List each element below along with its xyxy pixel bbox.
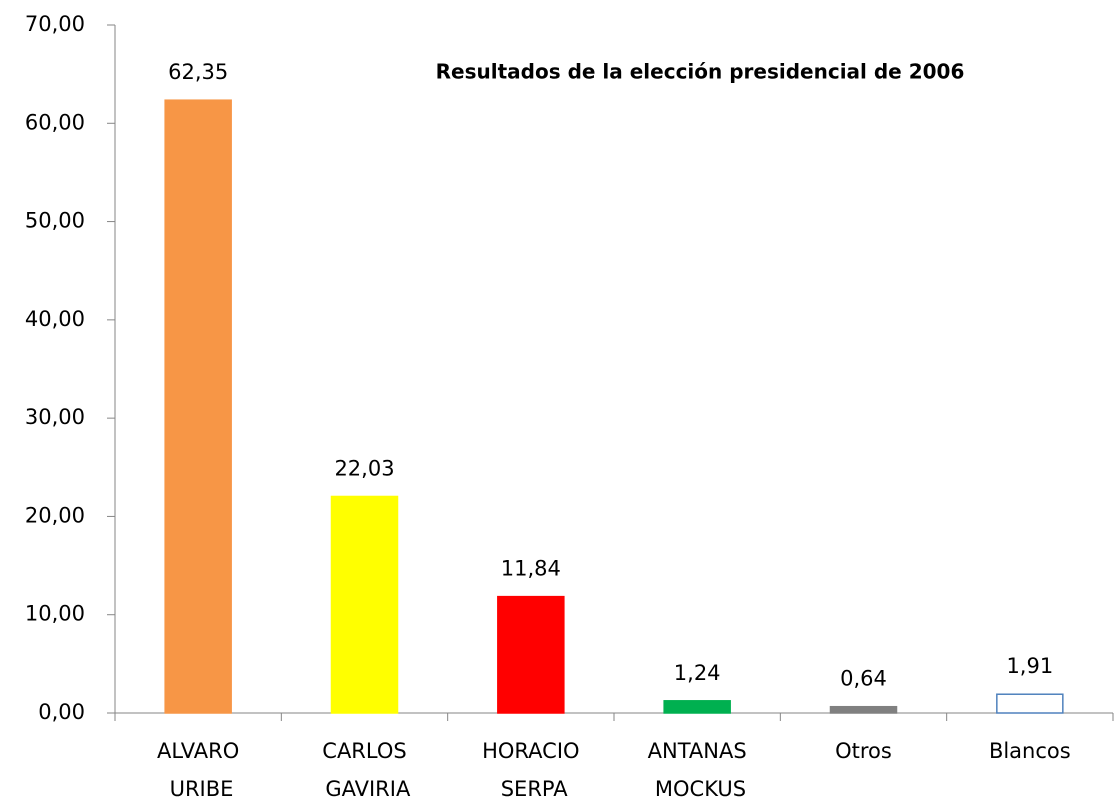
x-tick-label-line: CARLOS — [322, 739, 406, 763]
value-label: 1,91 — [1006, 654, 1053, 678]
x-tick-label: ALVARO URIBE — [157, 739, 239, 801]
x-tick-label-line: ANTANAS — [648, 739, 747, 763]
y-tick-label: 20,00 — [25, 503, 85, 527]
x-tick-label-line: ALVARO — [157, 739, 239, 763]
bar — [663, 700, 731, 714]
x-tick-label: CARLOS GAVIRIA — [319, 739, 411, 801]
bar — [996, 693, 1064, 714]
bar — [164, 99, 232, 714]
bar — [330, 495, 399, 714]
value-label: 62,35 — [168, 60, 228, 84]
y-tick-label: 0,00 — [38, 700, 85, 724]
y-tick-label: 50,00 — [25, 209, 85, 233]
value-label: 0,64 — [840, 667, 887, 691]
y-tick-label: 40,00 — [25, 307, 85, 331]
x-tick-label-line: GAVIRIA — [319, 777, 411, 801]
value-label: 22,03 — [334, 456, 394, 480]
x-tick-label: Blancos — [989, 739, 1071, 763]
x-tick-label-line: SERPA — [494, 777, 568, 801]
x-tick-label-line: MOCKUS — [648, 777, 746, 801]
chart-title: Resultados de la elección presidencial d… — [436, 60, 965, 84]
value-label: 1,24 — [674, 661, 721, 685]
x-tick-label: Otros — [835, 739, 892, 763]
value-label: 11,84 — [501, 557, 561, 581]
x-tick-label-line: URIBE — [163, 777, 234, 801]
bar — [497, 595, 565, 714]
x-tick-label-line: HORACIO — [482, 739, 579, 763]
y-tick-label: 70,00 — [25, 12, 85, 36]
bar — [829, 705, 898, 714]
x-tick-label: ANTANAS MOCKUS — [648, 739, 747, 801]
y-tick-label: 30,00 — [25, 405, 85, 429]
x-tick-label: HORACIO SERPA — [482, 739, 579, 801]
y-tick-label: 60,00 — [25, 110, 85, 134]
y-tick-label: 10,00 — [25, 602, 85, 626]
